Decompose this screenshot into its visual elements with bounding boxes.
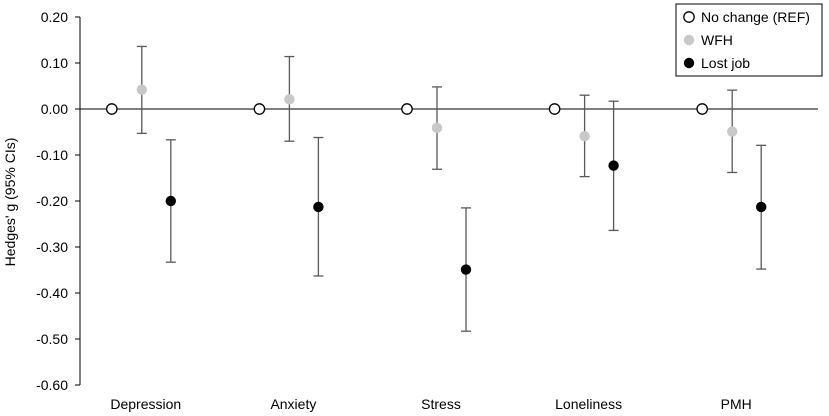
data-point — [756, 201, 767, 213]
data-point — [253, 103, 266, 115]
data-point — [136, 84, 147, 95]
x-tick-label: Anxiety — [270, 396, 316, 412]
data-point — [608, 160, 619, 171]
x-tick-label: Depression — [110, 396, 181, 412]
data-point — [696, 103, 709, 115]
y-tick-label: -0.60 — [36, 377, 68, 393]
series-1 — [136, 45, 738, 178]
legend-box — [675, 3, 823, 77]
data-point — [105, 103, 118, 115]
x-tick-label: Loneliness — [555, 396, 622, 412]
legend-label: Lost job — [701, 55, 750, 71]
data-point — [284, 94, 295, 105]
legend-marker — [683, 34, 695, 46]
y-tick-label: 0.20 — [41, 9, 68, 25]
series-0 — [105, 103, 709, 115]
data-point — [401, 103, 413, 115]
legend: No change (REF) WFH Lost job — [675, 3, 823, 77]
y-tick-label: -0.50 — [36, 331, 68, 347]
x-axis: Depression Anxiety Stress Loneliness PMH — [80, 108, 818, 412]
y-axis-title: Hedges' g (95% CIs) — [2, 138, 18, 267]
y-tick-label: -0.10 — [36, 147, 68, 163]
plot-area — [105, 45, 767, 332]
data-point — [579, 130, 590, 142]
y-tick-label: 0.00 — [41, 101, 68, 117]
legend-marker — [683, 57, 695, 69]
legend-label: No change (REF) — [701, 9, 810, 25]
legend-marker — [683, 11, 695, 23]
y-axis: 0.20 0.10 0.00 -0.10 -0.20 -0.30 -0.40 -0.50 -0.… — [36, 9, 81, 393]
data-point — [548, 103, 561, 115]
data-point — [460, 264, 472, 275]
y-tick-label: 0.10 — [41, 55, 68, 71]
y-tick-label: -0.20 — [36, 193, 68, 209]
x-tick-label: Stress — [421, 396, 461, 412]
data-point — [165, 195, 176, 207]
x-tick-label: PMH — [721, 396, 752, 412]
data-point — [431, 122, 443, 134]
data-point — [727, 126, 738, 137]
y-tick-label: -0.30 — [36, 239, 68, 255]
data-point — [313, 201, 324, 213]
legend-label: WFH — [701, 32, 733, 48]
y-tick-label: -0.40 — [36, 285, 68, 301]
series-2 — [165, 100, 767, 332]
